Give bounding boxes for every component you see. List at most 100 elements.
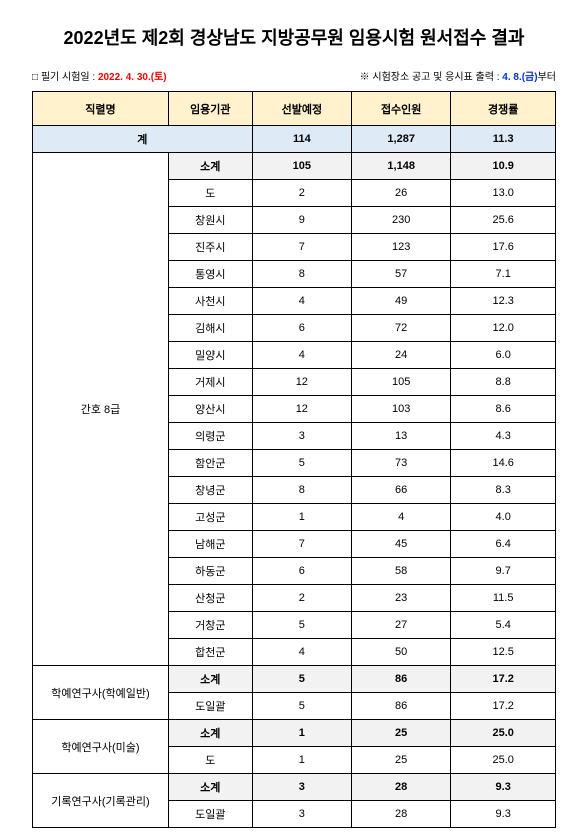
subtotal-planned: 105: [252, 153, 351, 180]
print-suffix: 부터: [538, 72, 556, 83]
cell-applied: 25: [352, 747, 451, 774]
cell-rate: 8.6: [451, 396, 556, 423]
cell-agency: 남해군: [168, 531, 252, 558]
cell-applied: 45: [352, 531, 451, 558]
subtotal-row: 기록연구사(기록관리)소계3289.3: [33, 774, 556, 801]
results-table: 직렬명 임용기관 선발예정 접수인원 경쟁률 계1141,28711.3간호 8…: [32, 91, 556, 828]
cell-agency: 함안군: [168, 450, 252, 477]
exam-date-label: □ 필기 시험일 :: [32, 72, 98, 83]
total-planned: 114: [252, 126, 351, 153]
cell-agency: 의령군: [168, 423, 252, 450]
cell-applied: 86: [352, 693, 451, 720]
cell-rate: 13.0: [451, 180, 556, 207]
cell-planned: 2: [252, 585, 351, 612]
cell-applied: 72: [352, 315, 451, 342]
cell-applied: 24: [352, 342, 451, 369]
cell-agency: 사천시: [168, 288, 252, 315]
meta-row: □ 필기 시험일 : 2022. 4. 30.(토) ※ 시험장소 공고 및 응…: [32, 68, 556, 83]
cell-applied: 4: [352, 504, 451, 531]
subtotal-label: 소계: [168, 153, 252, 180]
subtotal-row: 학예연구사(학예일반)소계58617.2: [33, 666, 556, 693]
series-name: 기록연구사(기록관리): [33, 774, 169, 828]
cell-applied: 123: [352, 234, 451, 261]
cell-rate: 6.0: [451, 342, 556, 369]
cell-applied: 73: [352, 450, 451, 477]
header-series: 직렬명: [33, 92, 169, 126]
cell-rate: 9.3: [451, 801, 556, 828]
subtotal-applied: 1,148: [352, 153, 451, 180]
series-name: 학예연구사(미술): [33, 720, 169, 774]
cell-planned: 7: [252, 234, 351, 261]
subtotal-rate: 10.9: [451, 153, 556, 180]
print-date-line: ※ 시험장소 공고 및 응시표 출력 : 4. 8.(금)부터: [360, 68, 556, 83]
cell-rate: 7.1: [451, 261, 556, 288]
cell-agency: 도일괄: [168, 693, 252, 720]
subtotal-rate: 25.0: [451, 720, 556, 747]
cell-applied: 66: [352, 477, 451, 504]
cell-rate: 6.4: [451, 531, 556, 558]
cell-agency: 창원시: [168, 207, 252, 234]
cell-planned: 4: [252, 342, 351, 369]
print-date: 4. 8.(금): [502, 72, 537, 83]
cell-planned: 6: [252, 315, 351, 342]
cell-agency: 산청군: [168, 585, 252, 612]
cell-applied: 23: [352, 585, 451, 612]
cell-applied: 27: [352, 612, 451, 639]
cell-rate: 25.6: [451, 207, 556, 234]
subtotal-applied: 25: [352, 720, 451, 747]
header-row: 직렬명 임용기관 선발예정 접수인원 경쟁률: [33, 92, 556, 126]
subtotal-planned: 5: [252, 666, 351, 693]
cell-agency: 도: [168, 180, 252, 207]
subtotal-label: 소계: [168, 720, 252, 747]
cell-applied: 49: [352, 288, 451, 315]
header-applied: 접수인원: [352, 92, 451, 126]
cell-agency: 창녕군: [168, 477, 252, 504]
cell-rate: 17.6: [451, 234, 556, 261]
cell-applied: 57: [352, 261, 451, 288]
subtotal-label: 소계: [168, 774, 252, 801]
subtotal-applied: 28: [352, 774, 451, 801]
cell-planned: 5: [252, 693, 351, 720]
cell-planned: 8: [252, 261, 351, 288]
cell-planned: 1: [252, 504, 351, 531]
header-rate: 경쟁률: [451, 92, 556, 126]
cell-rate: 4.3: [451, 423, 556, 450]
cell-planned: 5: [252, 450, 351, 477]
subtotal-rate: 17.2: [451, 666, 556, 693]
cell-rate: 5.4: [451, 612, 556, 639]
cell-agency: 밀양시: [168, 342, 252, 369]
cell-planned: 3: [252, 801, 351, 828]
cell-rate: 4.0: [451, 504, 556, 531]
cell-rate: 11.5: [451, 585, 556, 612]
cell-applied: 103: [352, 396, 451, 423]
cell-planned: 12: [252, 369, 351, 396]
cell-rate: 12.5: [451, 639, 556, 666]
cell-applied: 26: [352, 180, 451, 207]
cell-planned: 9: [252, 207, 351, 234]
header-planned: 선발예정: [252, 92, 351, 126]
cell-rate: 8.8: [451, 369, 556, 396]
subtotal-row: 간호 8급소계1051,14810.9: [33, 153, 556, 180]
cell-rate: 9.7: [451, 558, 556, 585]
cell-rate: 8.3: [451, 477, 556, 504]
cell-agency: 고성군: [168, 504, 252, 531]
header-agency: 임용기관: [168, 92, 252, 126]
cell-applied: 58: [352, 558, 451, 585]
cell-rate: 25.0: [451, 747, 556, 774]
exam-date-value: 2022. 4. 30.(토): [98, 72, 167, 83]
cell-planned: 6: [252, 558, 351, 585]
cell-applied: 28: [352, 801, 451, 828]
cell-applied: 105: [352, 369, 451, 396]
cell-applied: 50: [352, 639, 451, 666]
print-prefix: ※ 시험장소 공고 및 응시표 출력 :: [360, 72, 503, 83]
cell-planned: 2: [252, 180, 351, 207]
cell-agency: 김해시: [168, 315, 252, 342]
cell-applied: 13: [352, 423, 451, 450]
series-name: 학예연구사(학예일반): [33, 666, 169, 720]
cell-agency: 하동군: [168, 558, 252, 585]
cell-agency: 통영시: [168, 261, 252, 288]
total-rate: 11.3: [451, 126, 556, 153]
cell-planned: 7: [252, 531, 351, 558]
cell-agency: 거제시: [168, 369, 252, 396]
subtotal-planned: 1: [252, 720, 351, 747]
